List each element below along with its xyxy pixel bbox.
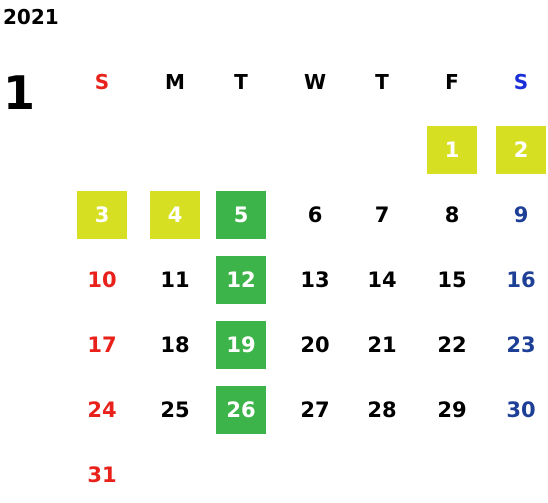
weekday-sunday: S xyxy=(94,70,110,94)
day-2[interactable]: 2 xyxy=(496,126,546,174)
day-11[interactable]: 11 xyxy=(160,268,190,292)
weekday-friday: F xyxy=(445,70,459,94)
weekday-thursday: T xyxy=(375,70,389,94)
day-3[interactable]: 3 xyxy=(77,191,127,239)
day-27[interactable]: 27 xyxy=(300,398,330,422)
day-1[interactable]: 1 xyxy=(427,126,477,174)
day-20[interactable]: 20 xyxy=(300,333,330,357)
year-label: 2021 xyxy=(3,5,59,29)
day-18[interactable]: 18 xyxy=(160,333,190,357)
day-29[interactable]: 29 xyxy=(437,398,467,422)
weekday-tuesday: T xyxy=(234,70,248,94)
day-7[interactable]: 7 xyxy=(374,203,390,227)
day-25[interactable]: 25 xyxy=(160,398,190,422)
day-9[interactable]: 9 xyxy=(513,203,529,227)
day-12[interactable]: 12 xyxy=(216,256,266,304)
day-28[interactable]: 28 xyxy=(367,398,397,422)
day-22[interactable]: 22 xyxy=(437,333,467,357)
day-31[interactable]: 31 xyxy=(87,463,117,487)
day-15[interactable]: 15 xyxy=(437,268,467,292)
day-5[interactable]: 5 xyxy=(216,191,266,239)
day-30[interactable]: 30 xyxy=(506,398,536,422)
weekday-saturday: S xyxy=(513,70,529,94)
day-24[interactable]: 24 xyxy=(87,398,117,422)
day-21[interactable]: 21 xyxy=(367,333,397,357)
day-16[interactable]: 16 xyxy=(506,268,536,292)
day-13[interactable]: 13 xyxy=(300,268,330,292)
weekday-monday: M xyxy=(165,70,185,94)
day-10[interactable]: 10 xyxy=(87,268,117,292)
day-6[interactable]: 6 xyxy=(307,203,323,227)
weekday-wednesday: W xyxy=(303,70,327,94)
day-14[interactable]: 14 xyxy=(367,268,397,292)
day-4[interactable]: 4 xyxy=(150,191,200,239)
day-26[interactable]: 26 xyxy=(216,386,266,434)
day-8[interactable]: 8 xyxy=(444,203,460,227)
month-label: 1 xyxy=(3,66,36,120)
day-19[interactable]: 19 xyxy=(216,321,266,369)
day-17[interactable]: 17 xyxy=(87,333,117,357)
day-23[interactable]: 23 xyxy=(506,333,536,357)
